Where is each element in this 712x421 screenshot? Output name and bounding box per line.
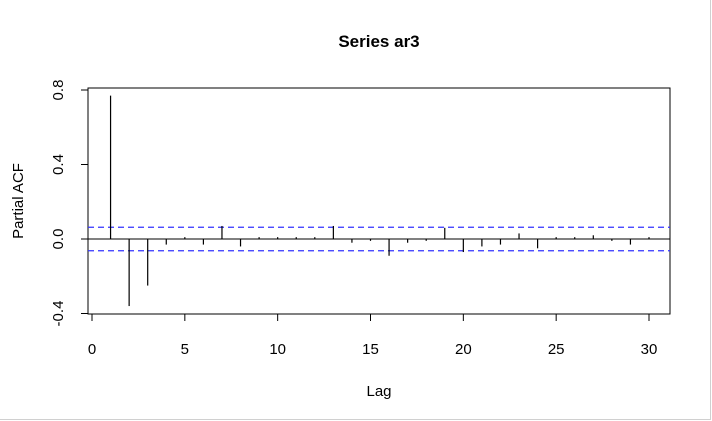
x-tick-label: 10 (269, 341, 286, 358)
y-tick-label: -0.4 (50, 301, 67, 327)
x-axis-label: Lag (366, 383, 391, 400)
pacf-bars (88, 95, 670, 307)
y-tick-label: 0.4 (50, 154, 67, 175)
x-tick-label: 15 (362, 341, 379, 358)
x-tick-label: 30 (641, 341, 658, 358)
chart-title: Series ar3 (338, 32, 419, 51)
x-tick-label: 0 (88, 341, 96, 358)
x-tick-label: 20 (455, 341, 472, 358)
y-tick-label: 0.8 (50, 80, 67, 101)
y-axis: -0.4 0.0 0.4 0.8 (50, 80, 89, 327)
x-tick-label: 25 (548, 341, 565, 358)
plot-box (87, 87, 671, 315)
x-axis: 0 5 10 15 20 25 30 (88, 313, 658, 358)
x-tick-label: 5 (181, 341, 189, 358)
y-axis-label: Partial ACF (10, 163, 27, 239)
y-tick-label: 0.0 (50, 229, 67, 250)
